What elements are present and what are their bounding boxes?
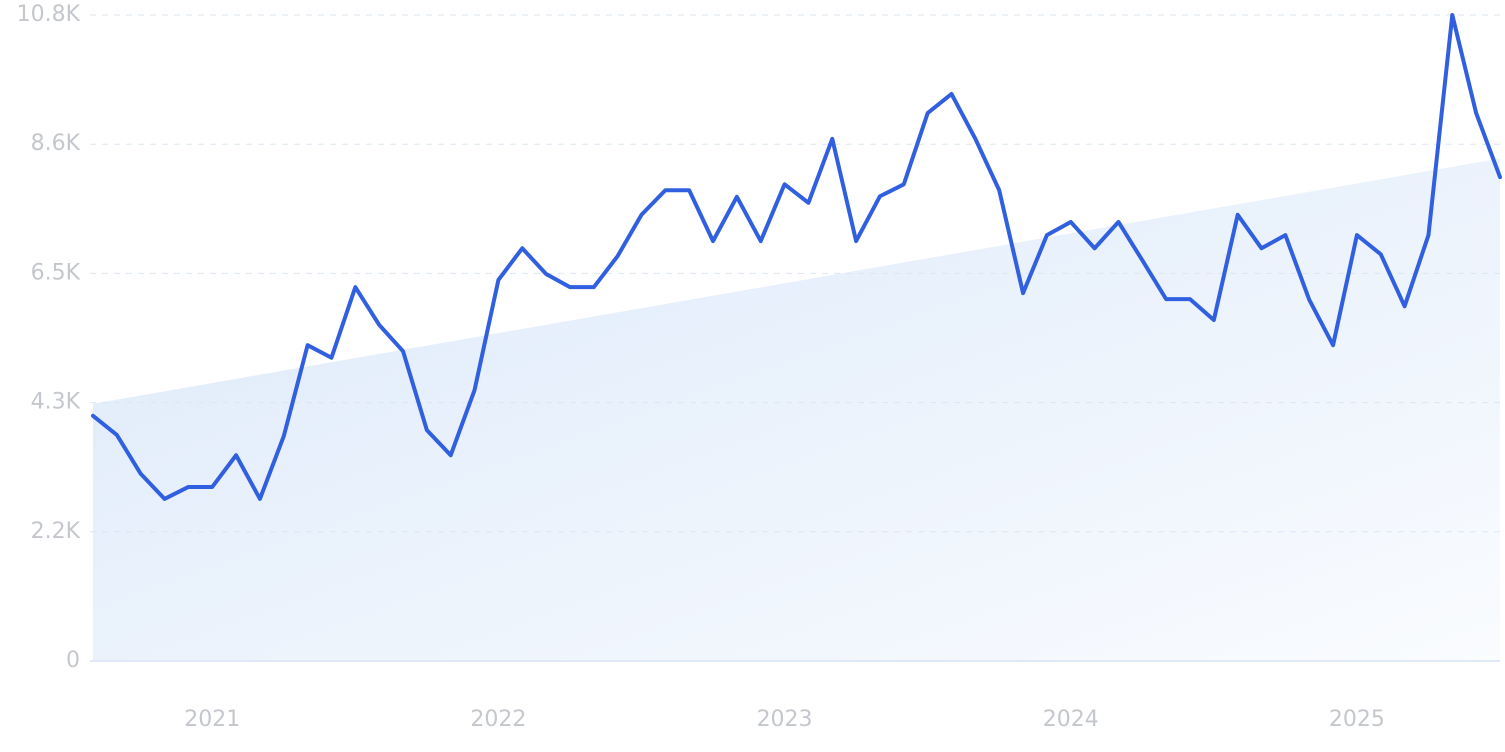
x-tick-label: 2023 — [757, 707, 813, 732]
x-tick-label: 2024 — [1043, 707, 1099, 732]
x-tick-label: 2021 — [184, 707, 240, 732]
line — [91, 13, 1502, 501]
y-tick-label: 10.8K — [17, 2, 81, 27]
y-tick-label: 6.5K — [31, 260, 81, 285]
y-tick-label: 2.2K — [31, 519, 81, 544]
y-tick-label: 8.6K — [31, 131, 81, 156]
x-tick-label: 2025 — [1329, 707, 1385, 732]
x-tick-label: 2022 — [470, 707, 526, 732]
y-tick-label: 0 — [66, 648, 80, 673]
trend-area — [93, 158, 1500, 662]
y-tick-label: 4.3K — [31, 390, 81, 415]
